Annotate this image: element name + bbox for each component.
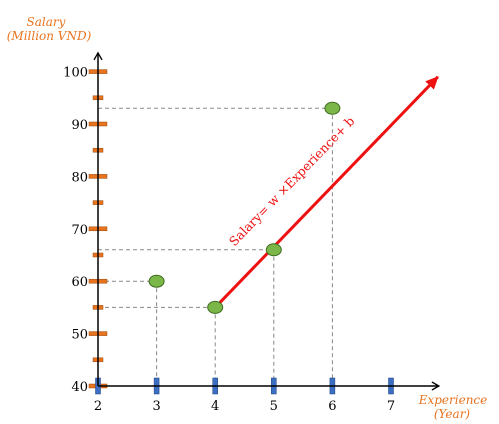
x-tick-label: 6	[328, 399, 336, 414]
x-tick-label: 4	[211, 399, 219, 414]
x-axis-title-line2: (Year)	[434, 407, 471, 421]
y-tick-label: 80	[71, 170, 88, 185]
y-axis-title-line2: (Million VND)	[7, 29, 92, 43]
tick-labels: 40 50 60 70 80 90 100 2 3 4 5 6 7	[63, 66, 395, 414]
y-tick-label: 90	[71, 118, 88, 133]
y-tick-label: 60	[71, 275, 88, 290]
regression-line	[214, 75, 439, 309]
x-axis-title-line1: Experience	[418, 393, 488, 407]
data-point	[324, 101, 341, 115]
x-tick-label: 5	[270, 399, 278, 414]
y-tick-label: 100	[63, 66, 88, 81]
x-tick-label: 3	[152, 399, 160, 414]
x-tick-label: 2	[94, 399, 102, 414]
x-tick-label: 7	[387, 399, 395, 414]
y-tick-label: 40	[71, 380, 88, 395]
data-point	[265, 243, 282, 257]
y-tick-label: 70	[71, 223, 88, 238]
data-point	[148, 274, 165, 288]
axes	[93, 51, 441, 391]
guide-lines	[98, 107, 333, 386]
axis-titles: Salary(Million VND) Experience(Year)	[7, 15, 488, 421]
y-axis-title-line1: Salary	[27, 15, 66, 29]
data-points	[148, 101, 341, 314]
y-tick-label: 50	[71, 328, 88, 343]
data-point	[207, 300, 224, 314]
